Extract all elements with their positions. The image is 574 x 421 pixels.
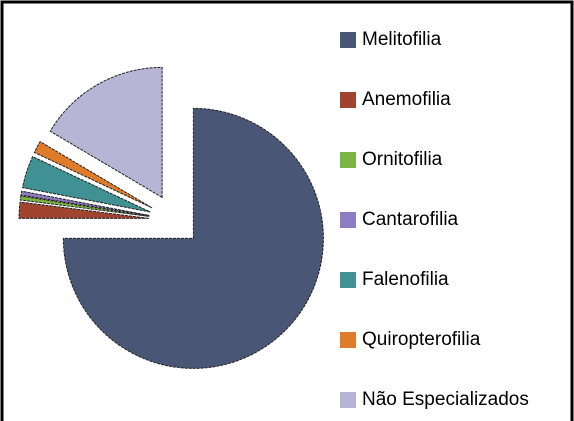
pie-slice: [19, 195, 150, 217]
legend-swatch: [340, 32, 356, 48]
pie: [18, 66, 324, 369]
legend-label: Falenofilia: [362, 269, 449, 290]
legend-swatch: [340, 272, 356, 288]
legend-swatch: [340, 392, 356, 408]
pie-slice: [49, 66, 163, 199]
pie-slice: [21, 155, 151, 213]
legend-label: Anemofilia: [362, 89, 451, 110]
legend: Melitofilia Anemofilia Ornitofilia Cantarof…: [340, 29, 529, 410]
pie-slice: [33, 140, 153, 209]
legend-swatch: [340, 332, 356, 348]
legend-swatch: [340, 212, 356, 228]
legend-label: Quiropterofilia: [362, 329, 481, 350]
legend-swatch: [340, 92, 356, 108]
pie-slice: [20, 190, 150, 217]
legend-label: Melitofilia: [362, 29, 442, 50]
legend-label: Não Especializados: [362, 389, 529, 410]
pie-slice: [18, 201, 150, 219]
legend-label: Cantarofilia: [362, 209, 459, 230]
pie-slice: [62, 107, 324, 369]
legend-label: Ornitofilia: [362, 149, 443, 170]
legend-swatch: [340, 152, 356, 168]
